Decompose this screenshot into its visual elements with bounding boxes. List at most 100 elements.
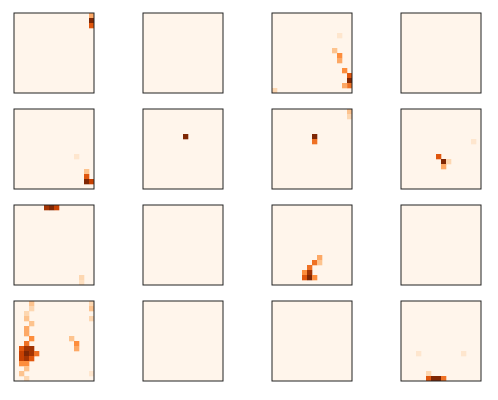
- panel-frame: [400, 12, 482, 94]
- heatmap-cell: [302, 270, 308, 276]
- heatmap-cell: [89, 179, 95, 185]
- heatmap-cell: [24, 341, 30, 347]
- heatmap-cell: [342, 68, 348, 74]
- heatmap-cell: [34, 351, 40, 357]
- heatmap-cell: [342, 83, 348, 89]
- heatmap-cell: [441, 159, 447, 165]
- panel-frame: [142, 108, 224, 190]
- heatmap-cell: [29, 306, 35, 312]
- heatmap-cell: [89, 306, 95, 312]
- heatmap-cell: [24, 376, 30, 382]
- panel-frame: [13, 12, 95, 94]
- heatmap-cell: [441, 164, 447, 170]
- heatmap-cell: [307, 270, 313, 276]
- heatmap-cell: [436, 376, 442, 382]
- heatmap-background: [272, 109, 352, 189]
- heatmap-cell: [19, 356, 25, 362]
- panel-frame: [142, 204, 224, 286]
- heatmap-cell: [312, 275, 318, 281]
- heatmap-cell: [24, 346, 30, 352]
- heatmap-background: [401, 109, 481, 189]
- heatmap-cell: [49, 205, 55, 211]
- heatmap-cell: [24, 361, 30, 367]
- heatmap-background: [143, 301, 223, 381]
- heatmap-cell: [19, 371, 25, 377]
- heatmap-cell: [347, 83, 353, 89]
- heatmap-cell: [431, 376, 437, 382]
- panel-frame: [400, 108, 482, 190]
- panel-frame: [142, 300, 224, 382]
- heatmap-cell: [337, 53, 343, 59]
- heatmap-cell: [89, 23, 95, 29]
- heatmap-cell: [461, 351, 467, 357]
- panel-frame: [271, 300, 353, 382]
- heatmap-cell: [74, 346, 80, 352]
- heatmap-cell: [19, 361, 25, 367]
- panel-frame: [13, 108, 95, 190]
- heatmap-cell: [24, 326, 30, 332]
- heatmap-cell: [337, 58, 343, 64]
- panel-frame: [271, 108, 353, 190]
- panel-frame: [13, 300, 95, 382]
- heatmap-cell: [24, 311, 30, 317]
- panel-frame: [13, 204, 95, 286]
- panel-frame: [271, 204, 353, 286]
- panel-frame: [400, 204, 482, 286]
- heatmap-cell: [84, 174, 90, 180]
- heatmap-cell: [332, 48, 338, 54]
- heatmap-background: [401, 301, 481, 381]
- heatmap-cell: [307, 275, 313, 281]
- heatmap-cell: [29, 346, 35, 352]
- heatmap-cell: [471, 139, 477, 145]
- heatmap-cell: [302, 275, 308, 281]
- heatmap-cell: [74, 341, 80, 347]
- heatmap-cell: [317, 260, 323, 266]
- heatmap-background: [401, 13, 481, 93]
- heatmap-cell: [89, 13, 95, 19]
- heatmap-cell: [84, 179, 90, 185]
- heatmap-cell: [312, 260, 318, 266]
- heatmap-background: [401, 205, 481, 285]
- heatmap-background: [14, 205, 94, 285]
- heatmap-cell: [79, 280, 85, 286]
- heatmap-background: [14, 13, 94, 93]
- panel-frame: [142, 12, 224, 94]
- heatmap-cell: [312, 139, 318, 145]
- heatmap-cell: [84, 169, 90, 175]
- heatmap-cell: [24, 351, 30, 357]
- heatmap-cell: [183, 134, 189, 140]
- heatmap-background: [143, 205, 223, 285]
- heatmap-cell: [29, 356, 35, 362]
- heatmap-cell: [29, 336, 35, 342]
- heatmap-cell: [44, 205, 50, 211]
- heatmap-cell: [347, 114, 353, 120]
- heatmap-cell: [317, 255, 323, 261]
- heatmap-cell: [74, 154, 80, 160]
- heatmap-cell: [426, 376, 432, 382]
- heatmap-cell: [79, 275, 85, 281]
- heatmap-cell: [347, 78, 353, 84]
- heatmap-cell: [347, 109, 353, 115]
- heatmap-background: [143, 109, 223, 189]
- heatmap-cell: [89, 18, 95, 24]
- heatmap-cell: [19, 351, 25, 357]
- heatmap-cell: [29, 351, 35, 357]
- heatmap-cell: [337, 33, 343, 39]
- heatmap-cell: [446, 159, 452, 165]
- heatmap-cell: [89, 371, 95, 377]
- heatmap-cell: [24, 356, 30, 362]
- heatmap-cell: [347, 73, 353, 79]
- heatmap-cell: [24, 331, 30, 337]
- heatmap-cell: [19, 346, 25, 352]
- heatmap-cell: [312, 134, 318, 140]
- heatmap-cell: [436, 154, 442, 160]
- heatmap-cell: [24, 316, 30, 322]
- heatmap-cell: [416, 351, 422, 357]
- heatmap-cell: [69, 336, 75, 342]
- heatmap-cell: [24, 366, 30, 372]
- heatmap-cell: [29, 321, 35, 327]
- heatmap-cell: [272, 88, 278, 94]
- heatmap-background: [272, 301, 352, 381]
- heatmap-cell: [89, 301, 95, 307]
